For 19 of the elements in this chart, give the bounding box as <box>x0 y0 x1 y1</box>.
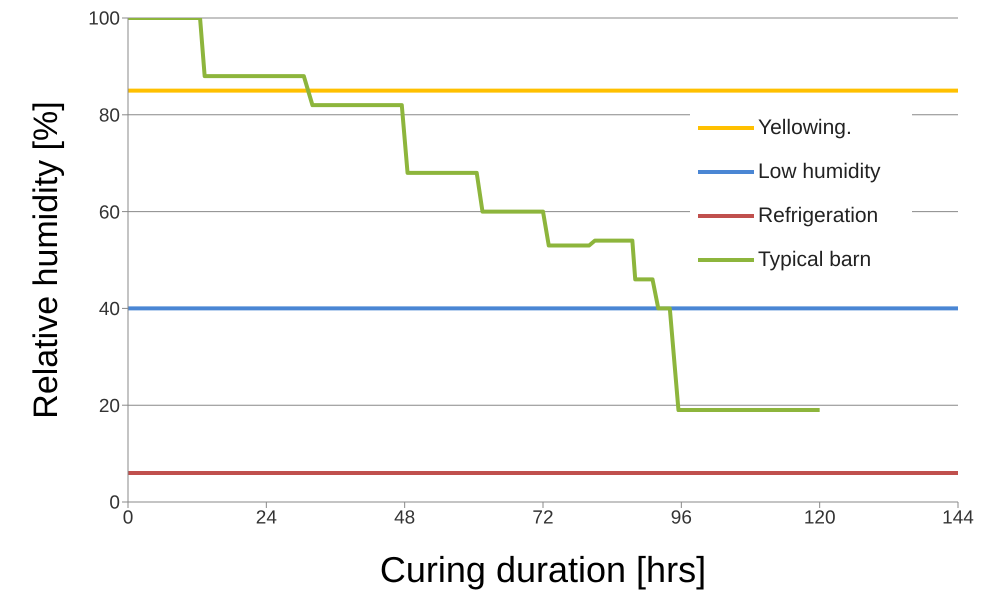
x-tick-label: 48 <box>394 507 416 528</box>
y-tick-label: 0 <box>109 492 120 514</box>
x-tick-label: 24 <box>256 507 278 528</box>
x-tick-label: 0 <box>122 507 134 528</box>
legend-label: Yellowing. <box>758 116 852 140</box>
x-tick-label: 144 <box>942 507 974 528</box>
y-tick-label: 60 <box>98 202 120 224</box>
y-tick-label: 40 <box>98 299 120 320</box>
y-tick-label: 20 <box>98 396 120 417</box>
legend-label: Refrigeration <box>758 204 878 228</box>
x-axis-title: Curing duration [hrs] <box>380 549 706 590</box>
y-axis-title: Relative humidity [%] <box>27 101 65 419</box>
x-tick-label: 96 <box>670 507 692 528</box>
y-tick-label: 100 <box>88 8 120 30</box>
y-tick-label: 80 <box>98 106 120 127</box>
legend-label: Typical barn <box>758 248 872 272</box>
x-tick-label: 120 <box>804 507 836 528</box>
legend-label: Low humidity <box>758 160 881 184</box>
x-tick-label: 72 <box>532 507 554 528</box>
